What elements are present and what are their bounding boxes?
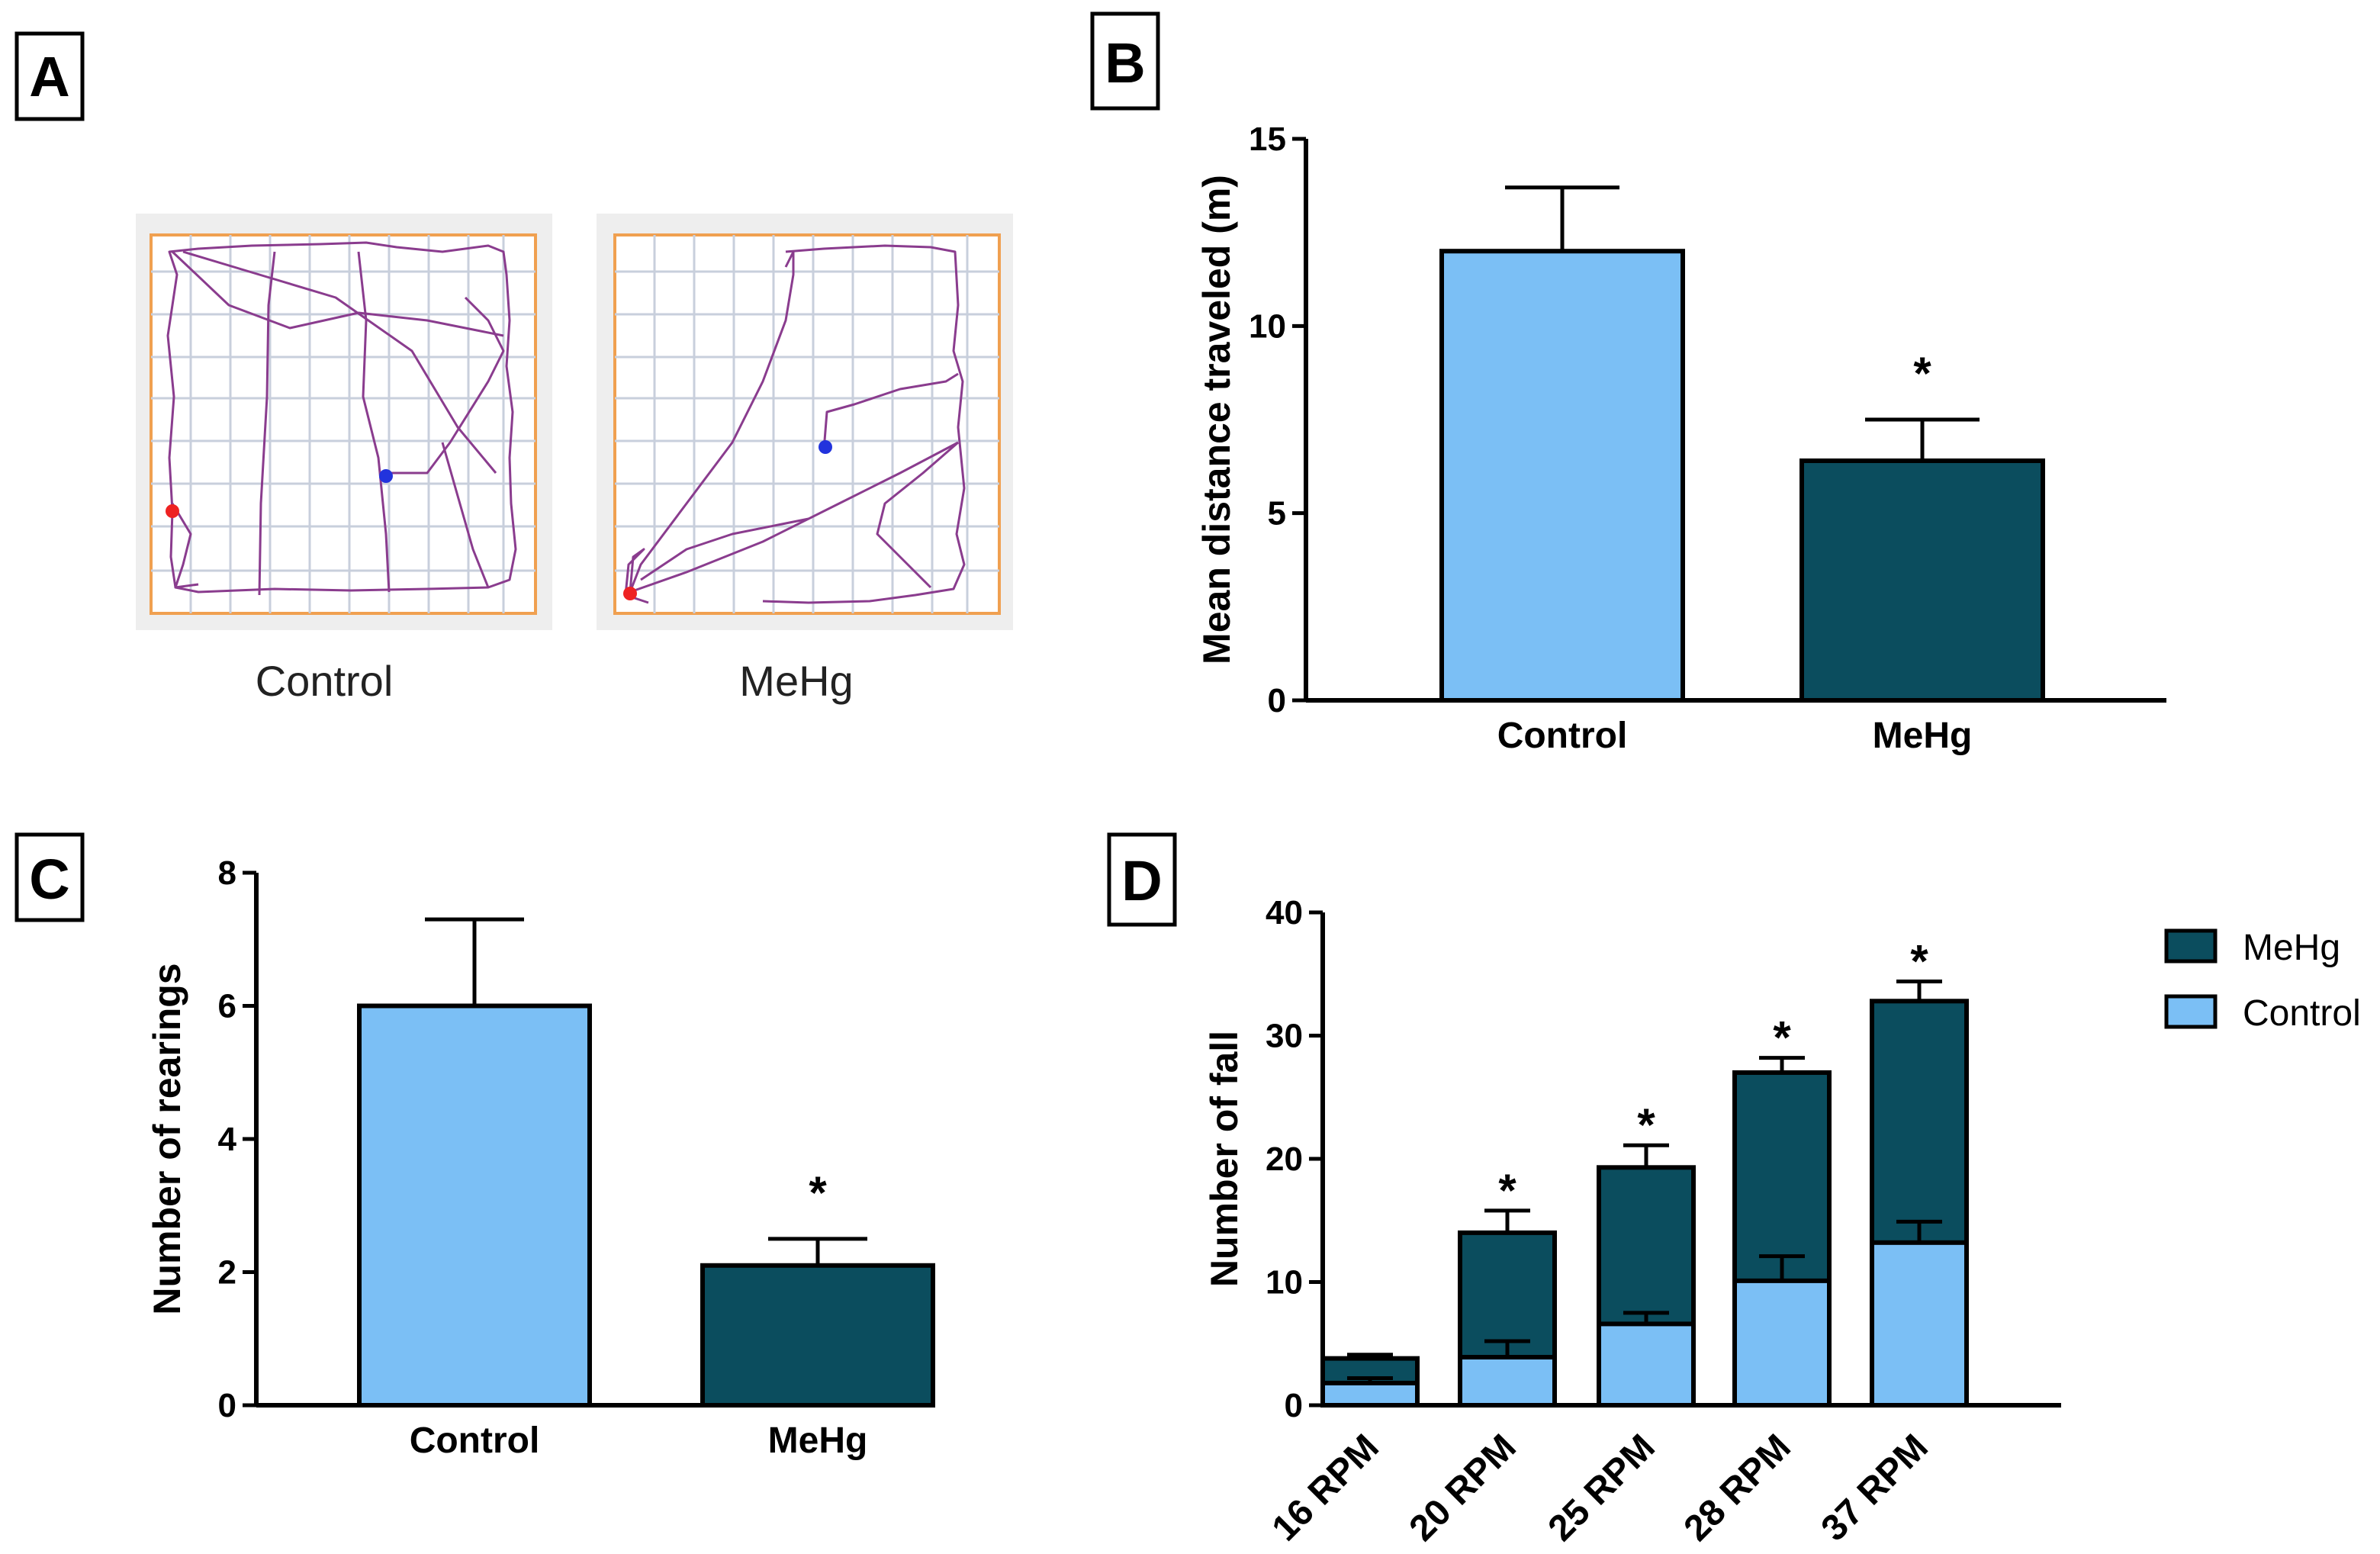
panel-d-letter-box <box>1107 832 1177 927</box>
panel-c: C 0 2 4 6 8 Number of rearings Control MeHg * <box>14 832 935 1461</box>
end-point <box>819 440 832 454</box>
chart-b: 0 5 10 15 Mean distance traveled (m) Control M… <box>1195 121 2166 756</box>
bar-control <box>1439 249 1685 703</box>
y-tick-label: 8 <box>218 854 236 892</box>
y-tick-label: 0 <box>218 1387 236 1424</box>
category-label: 16 RPM <box>1265 1427 1387 1549</box>
category-label: 28 RPM <box>1677 1427 1799 1549</box>
panel-b: B 0 5 10 15 Mean distance traveled (m) Contro… <box>1090 11 2166 756</box>
panel-b-letter-box <box>1090 11 1160 111</box>
significance-marker: * <box>1637 1099 1655 1150</box>
movement-track <box>441 442 490 588</box>
significance-marker: * <box>1910 935 1928 986</box>
arena-grid <box>615 235 999 613</box>
control-track-label: Control <box>256 657 394 705</box>
end-point <box>379 469 393 483</box>
start-point <box>623 587 637 600</box>
significance-marker: * <box>1913 348 1931 399</box>
control-track-plot <box>136 214 552 630</box>
panel-d: D 0 10 20 30 40 Number of fall 16 RPM 20 RPM * 25… <box>1107 832 2361 1549</box>
bar-control <box>1458 1355 1557 1408</box>
mehg-track-label: MeHg <box>739 657 853 705</box>
arena-frame <box>150 233 537 615</box>
movement-track <box>822 372 959 451</box>
legend: MeHg Control <box>2164 928 2361 1034</box>
movement-track <box>357 251 391 593</box>
chart-c: 0 2 4 6 8 Number of rearings Control MeHg * <box>146 854 935 1461</box>
legend-swatch <box>2164 928 2218 964</box>
bar-control <box>1597 1321 1696 1408</box>
y-axis-label: Mean distance traveled (m) <box>1195 175 1238 664</box>
panel-a: A <box>14 31 1013 705</box>
movement-track <box>762 244 966 604</box>
panel-c-letter: C <box>29 848 69 911</box>
movement-track <box>386 296 505 475</box>
significance-marker: * <box>1498 1165 1516 1216</box>
movement-track <box>876 441 959 589</box>
y-tick-label: 0 <box>1285 1387 1303 1424</box>
category-label: 37 RPM <box>1814 1427 1936 1549</box>
y-tick-label: 6 <box>218 988 236 1025</box>
y-tick-label: 40 <box>1266 894 1303 931</box>
bar-control <box>1320 1380 1420 1408</box>
legend-swatch <box>2164 994 2218 1029</box>
category-label: MeHg <box>768 1420 868 1461</box>
bar-mehg <box>1799 458 2045 703</box>
bar-control <box>1732 1278 1832 1408</box>
movement-track <box>182 250 497 474</box>
panel-d-letter: D <box>1121 849 1162 912</box>
category-label: Control <box>1497 716 1628 756</box>
y-tick-label: 0 <box>1268 682 1286 719</box>
arena-frame <box>613 233 1001 615</box>
significance-marker: * <box>1773 1012 1791 1063</box>
movement-track <box>640 517 809 581</box>
y-tick-label: 20 <box>1266 1141 1303 1178</box>
panel-b-letter: B <box>1105 31 1145 95</box>
bar-mehg <box>700 1263 935 1408</box>
y-axis-label: Number of rearings <box>146 963 188 1314</box>
y-tick-label: 5 <box>1268 495 1286 532</box>
movement-track <box>171 503 199 589</box>
panel-a-letter: A <box>29 45 69 108</box>
y-tick-label: 15 <box>1249 121 1286 158</box>
y-tick-label: 4 <box>218 1121 237 1158</box>
panel-a-letter-box <box>14 31 85 121</box>
category-label: 20 RPM <box>1402 1427 1524 1549</box>
movement-track <box>258 251 276 596</box>
start-point <box>166 504 179 518</box>
y-axis-label: Number of fall <box>1203 1031 1246 1287</box>
significance-marker: * <box>809 1167 827 1218</box>
category-label: 25 RPM <box>1541 1427 1663 1549</box>
arena-grid <box>151 235 536 613</box>
legend-label: Control <box>2243 993 2361 1034</box>
bar-control <box>1870 1240 1969 1408</box>
bar-control <box>357 1003 592 1408</box>
y-tick-label: 10 <box>1249 307 1286 345</box>
y-tick-label: 10 <box>1266 1264 1303 1301</box>
panel-c-letter-box <box>14 832 85 922</box>
movement-track <box>629 250 795 593</box>
movement-track <box>171 250 504 337</box>
legend-label: MeHg <box>2243 928 2340 968</box>
mehg-track-plot <box>597 214 1013 630</box>
y-tick-label: 2 <box>218 1254 236 1292</box>
category-label: MeHg <box>1873 716 1973 756</box>
movement-track <box>629 441 959 594</box>
chart-d: 0 10 20 30 40 Number of fall 16 RPM 20 RPM * 25 R… <box>1203 894 2061 1549</box>
movement-track <box>166 241 517 594</box>
category-label: Control <box>410 1420 540 1461</box>
y-tick-label: 30 <box>1266 1018 1303 1055</box>
